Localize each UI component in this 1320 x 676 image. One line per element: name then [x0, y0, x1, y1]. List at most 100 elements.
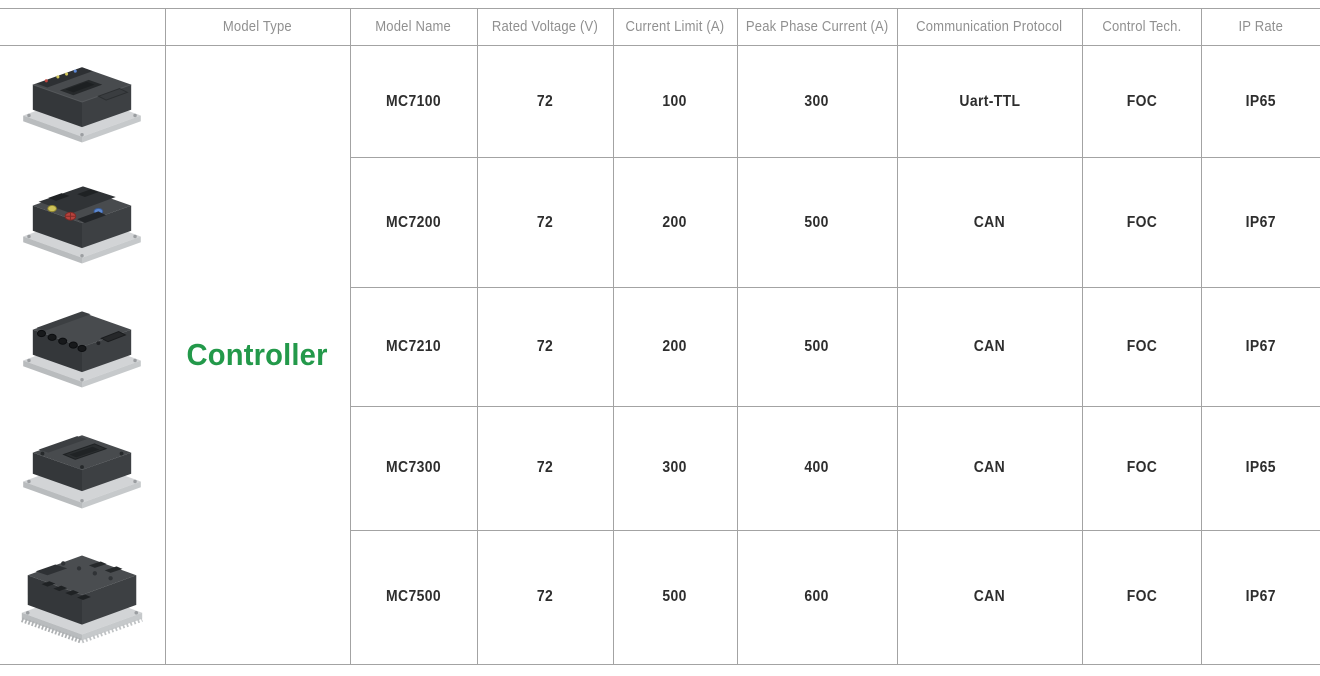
header-cell-rated-voltage: Rated Voltage (V): [476, 8, 613, 46]
peak-phase-current-cell: 300: [736, 45, 897, 159]
header-cell-photo: [0, 8, 165, 46]
header-label-current-limit: Current Limit (A): [625, 19, 725, 35]
ip-rate-cell: IP67: [1200, 157, 1320, 289]
header-label-model-type: Model Type: [222, 19, 293, 35]
rated-voltage-cell: 72: [476, 406, 613, 531]
table-row: MC7200 72 200 500 CAN FOC IP67: [0, 157, 1320, 289]
control-tech-cell: FOC: [1081, 406, 1201, 531]
controller-photo-icon: [23, 435, 142, 509]
table-header-row: Model Type Model Name Rated Voltage (V) …: [0, 8, 1320, 46]
control-tech-value: FOC: [1126, 92, 1157, 110]
control-tech-value: FOC: [1126, 588, 1157, 606]
model-name-value: MC7210: [386, 337, 441, 355]
ip-rate-value: IP65: [1245, 459, 1276, 477]
current-limit-cell: 500: [612, 530, 737, 665]
header-label-rated-voltage: Rated Voltage (V): [491, 19, 599, 35]
header-cell-peak-phase-current: Peak Phase Current (A): [736, 8, 897, 46]
model-name-cell: MC7500: [349, 530, 477, 665]
product-photo-mc7300: [0, 406, 165, 530]
current-limit-value: 500: [662, 588, 688, 606]
communication-protocol-cell: CAN: [896, 406, 1082, 531]
current-limit-value: 300: [662, 459, 688, 477]
current-limit-cell: 100: [612, 45, 737, 159]
communication-protocol-cell: CAN: [896, 530, 1082, 665]
current-limit-value: 200: [662, 337, 688, 355]
product-photo-stack: [0, 46, 165, 664]
control-tech-value: FOC: [1126, 213, 1157, 231]
control-tech-value: FOC: [1126, 337, 1157, 355]
table-row: MC7500 72 500 600 CAN FOC IP67: [0, 530, 1320, 665]
communication-protocol-cell: CAN: [896, 157, 1082, 289]
rated-voltage-cell: 72: [476, 45, 613, 159]
ip-rate-cell: IP67: [1200, 530, 1320, 665]
peak-phase-current-value: 500: [804, 213, 830, 231]
ip-rate-value: IP67: [1245, 337, 1276, 355]
ip-rate-cell: IP65: [1200, 406, 1320, 531]
communication-protocol-cell: Uart-TTL: [896, 45, 1082, 159]
model-name-value: MC7500: [386, 588, 441, 606]
rated-voltage-value: 72: [536, 213, 554, 231]
controller-photo-icon: [23, 67, 142, 143]
header-cell-current-limit: Current Limit (A): [612, 8, 737, 46]
model-name-cell: MC7100: [349, 45, 477, 159]
spec-table: Model Type Model Name Rated Voltage (V) …: [0, 8, 1320, 665]
header-label-ip-rate: IP Rate: [1238, 19, 1284, 35]
controller-photo-icon: [23, 311, 142, 388]
communication-protocol-value: Uart-TTL: [958, 92, 1021, 110]
control-tech-cell: FOC: [1081, 287, 1201, 407]
product-photo-mc7210: [0, 288, 165, 406]
peak-phase-current-cell: 500: [736, 287, 897, 407]
current-limit-cell: 200: [612, 287, 737, 407]
table-row: MC7210 72 200 500 CAN FOC IP67: [0, 287, 1320, 407]
control-tech-cell: FOC: [1081, 157, 1201, 289]
current-limit-cell: 200: [612, 157, 737, 289]
current-limit-value: 100: [662, 92, 688, 110]
communication-protocol-value: CAN: [973, 213, 1006, 231]
product-photo-mc7500: [0, 530, 165, 664]
controller-photo-icon: [23, 186, 142, 264]
header-cell-control-tech: Control Tech.: [1081, 8, 1201, 46]
model-name-cell: MC7300: [349, 406, 477, 531]
control-tech-cell: FOC: [1081, 530, 1201, 665]
product-photo-mc7100: [0, 46, 165, 158]
communication-protocol-value: CAN: [973, 337, 1006, 355]
ip-rate-cell: IP67: [1200, 287, 1320, 407]
peak-phase-current-value: 600: [804, 588, 830, 606]
ip-rate-value: IP67: [1245, 588, 1276, 606]
model-name-value: MC7300: [386, 459, 441, 477]
model-name-value: MC7200: [386, 213, 441, 231]
peak-phase-current-cell: 400: [736, 406, 897, 531]
rated-voltage-value: 72: [536, 588, 554, 606]
model-name-value: MC7100: [386, 92, 441, 110]
model-name-cell: MC7200: [349, 157, 477, 289]
rated-voltage-cell: 72: [476, 287, 613, 407]
model-name-cell: MC7210: [349, 287, 477, 407]
rated-voltage-value: 72: [536, 92, 554, 110]
peak-phase-current-cell: 500: [736, 157, 897, 289]
communication-protocol-value: CAN: [973, 588, 1006, 606]
controller-photo-icon: [21, 555, 144, 644]
table-row: Controller MC7100 72 100 300 Uart-TTL FO…: [0, 45, 1320, 665]
peak-phase-current-value: 300: [804, 92, 830, 110]
model-type-label: Controller: [186, 337, 329, 372]
communication-protocol-value: CAN: [973, 459, 1006, 477]
communication-protocol-cell: CAN: [896, 287, 1082, 407]
ip-rate-value: IP67: [1245, 213, 1276, 231]
current-limit-cell: 300: [612, 406, 737, 531]
header-label-model-name: Model Name: [375, 19, 452, 35]
table-row: MC7300 72 300 400 CAN FOC IP65: [0, 406, 1320, 531]
peak-phase-current-value: 500: [804, 337, 830, 355]
ip-rate-value: IP65: [1245, 92, 1276, 110]
current-limit-value: 200: [662, 213, 688, 231]
rated-voltage-value: 72: [536, 337, 554, 355]
product-photo-column: [0, 45, 165, 665]
peak-phase-current-value: 400: [804, 459, 830, 477]
rated-voltage-cell: 72: [476, 157, 613, 289]
model-type-cell: Controller: [164, 45, 350, 665]
header-label-control-tech: Control Tech.: [1101, 19, 1182, 35]
header-label-communication-protocol: Communication Protocol: [916, 19, 1063, 35]
product-photo-mc7200: [0, 158, 165, 288]
header-label-peak-phase-current: Peak Phase Current (A): [745, 19, 889, 35]
header-cell-model-name: Model Name: [349, 8, 477, 46]
